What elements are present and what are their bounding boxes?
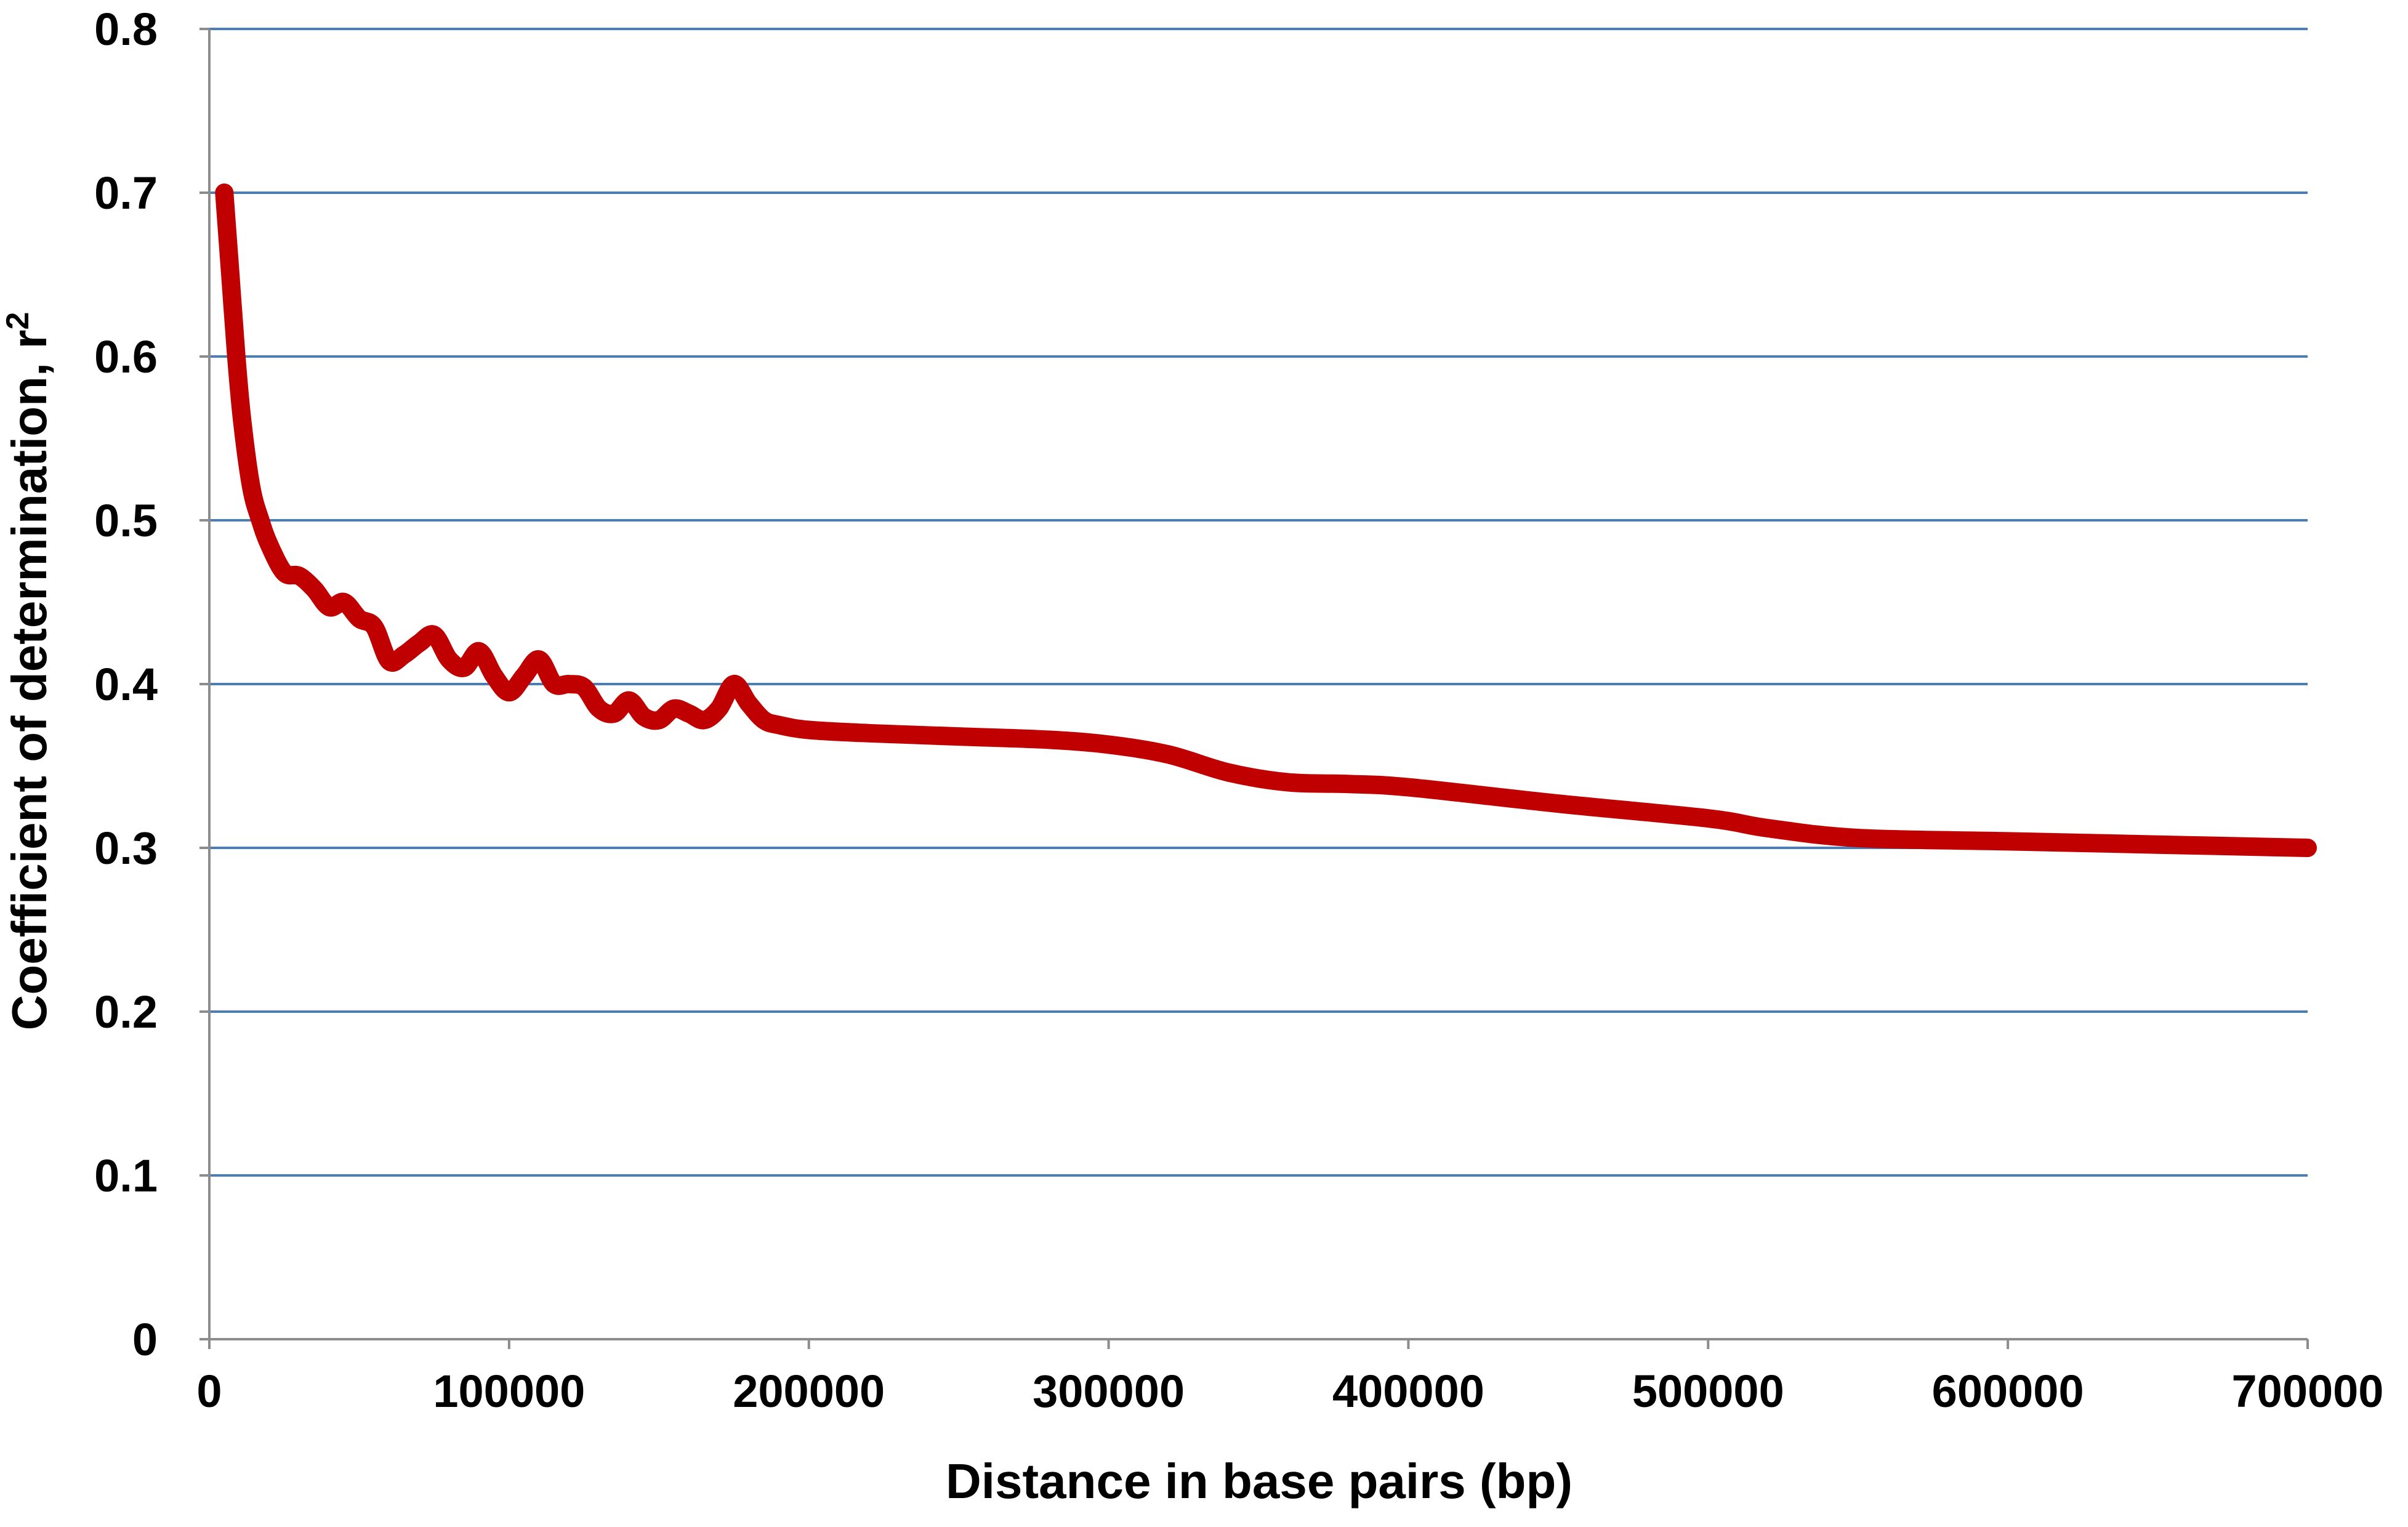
y-tick-label: 0.2 <box>94 986 158 1037</box>
y-tick-label: 0.3 <box>94 823 158 874</box>
x-tick-label: 400000 <box>1332 1366 1484 1417</box>
r2-decay-line <box>215 183 2317 857</box>
x-tick-label: 200000 <box>733 1366 885 1417</box>
x-tick-label: 0 <box>196 1366 222 1417</box>
series-layer <box>215 183 2317 857</box>
x-tick-label: 100000 <box>433 1366 585 1417</box>
axes <box>199 28 2309 1349</box>
x-axis-title: Distance in base pairs (bp) <box>946 1454 1572 1509</box>
x-tick-label: 500000 <box>1632 1366 1784 1417</box>
y-tick-label: 0.7 <box>94 167 158 219</box>
x-tick-label: 300000 <box>1033 1366 1185 1417</box>
y-tick-label: 0.6 <box>94 331 158 382</box>
y-tick-label: 0 <box>132 1314 158 1365</box>
y-axis-title-main: Coefficient of determination, r <box>2 330 57 1031</box>
y-axis-title: Coefficient of determination, r2 <box>0 312 57 1031</box>
tick-labels: 0 0.1 0.2 0.3 0.4 0.5 0.6 0.7 0.8 0 100000 200000 30… <box>94 4 2383 1417</box>
x-tick-label: 700000 <box>2232 1366 2384 1417</box>
y-tick-label: 0.4 <box>94 659 158 710</box>
y-tick-label: 0.5 <box>94 495 158 546</box>
x-tick-label: 600000 <box>1932 1366 2084 1417</box>
gridlines <box>209 28 2308 1177</box>
y-tick-label: 0.1 <box>94 1150 158 1201</box>
y-axis-title-superscript: 2 <box>0 312 36 330</box>
y-tick-label: 0.8 <box>94 4 158 55</box>
